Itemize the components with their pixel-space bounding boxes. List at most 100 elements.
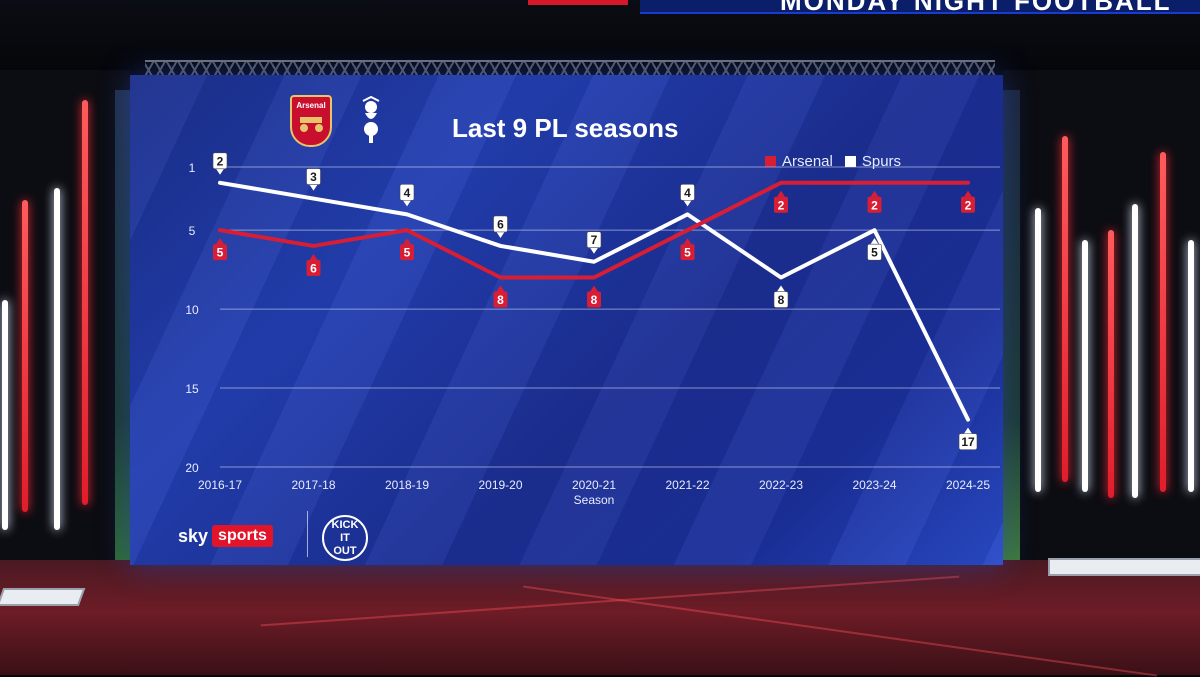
series-line-spurs [218,180,970,422]
data-label-pointer-arsenal [683,238,692,245]
data-label-spurs: 6 [497,217,504,231]
data-label-box-spurs [306,168,321,185]
data-label-arsenal: 6 [310,261,317,275]
data-label-pointer-spurs [964,427,972,434]
data-label-box-arsenal [587,291,601,308]
data-label-pointer-arsenal [496,285,505,292]
legend-label-arsenal: Arsenal [782,153,833,170]
y-tick-label: 20 [185,461,199,475]
light-bar-red [1160,152,1166,492]
light-bar-white [54,188,60,530]
light-bar-white [1082,240,1088,492]
x-tick-label: 2020-21 [572,478,616,492]
sports-logo-word: sports [212,525,273,547]
data-label-box-arsenal [961,196,975,213]
data-label-spurs: 17 [961,435,975,449]
data-label-pointer-spurs [216,168,224,175]
y-tick-label: 15 [185,382,199,396]
data-label-pointer-spurs [590,247,598,254]
legend-item-spurs: Spurs [844,153,902,170]
data-label-box-arsenal [680,244,695,261]
sky-logo-word: sky [178,525,209,546]
legend-swatch-spurs [844,156,856,167]
legend-item-arsenal: Arsenal [765,153,833,170]
data-label-pointer-spurs [496,231,505,238]
data-label-arsenal: 5 [217,246,224,260]
data-label-box-arsenal [213,244,227,261]
data-label-pointer-arsenal [777,190,785,197]
data-label-pointer-arsenal [590,285,598,292]
studio-wall-right [1003,70,1200,570]
video-wall-screen: Arsenal Last 9 PL seasons Arsenal Spurs … [130,75,1003,565]
data-label-pointer-arsenal [216,238,224,245]
x-tick-label: 2021-22 [665,478,709,492]
data-label-pointer-arsenal [309,253,318,260]
studio-floor [0,560,1200,675]
kick-it-out-line: KICK [331,519,359,531]
data-label-pointer-spurs [403,200,411,207]
data-label-box-arsenal [774,196,788,213]
data-label-pointer-spurs [870,238,879,245]
data-label-arsenal: 2 [871,198,878,212]
data-label-spurs: 7 [591,233,598,247]
data-label-arsenal: 2 [965,198,972,212]
data-label-pointer-arsenal [964,190,972,197]
x-axis-label: Season [574,493,615,507]
data-label-box-spurs [586,231,602,249]
ticker-red-strip [528,0,628,5]
x-tick-label: 2023-24 [852,478,896,492]
data-label-pointer-spurs [683,200,692,207]
chart-legend: Arsenal Spurs [765,153,901,170]
light-bar-red [22,200,28,512]
data-label-spurs: 5 [871,246,878,260]
data-label-spurs: 8 [778,293,785,307]
data-label-spurs: 4 [404,186,411,200]
x-tick-label: 2016-17 [198,478,242,492]
light-bar-white [1132,204,1138,498]
studio-wall-left [0,70,130,570]
data-label-spurs: 2 [217,154,224,168]
data-label-pointer-spurs [777,285,785,292]
data-label-arsenal: 8 [591,293,598,307]
data-label-spurs: 4 [684,186,691,200]
ticker-text: MONDAY NIGHT FOOTBALL [780,0,1172,12]
data-label-spurs: 3 [310,170,317,184]
y-tick-label: 10 [185,303,199,317]
data-label-box-arsenal [400,244,414,261]
studio-desk-right [1048,558,1200,576]
logo-divider [307,511,308,557]
legend-label-spurs: Spurs [861,153,902,170]
x-tick-label: 2017-18 [291,478,335,492]
light-bar-white [1188,240,1194,492]
data-label-pointer-arsenal [403,238,411,245]
data-label-pointer-spurs [309,184,318,191]
data-label-box-spurs [493,215,508,233]
light-bar-red [82,100,88,505]
light-bar-red [1108,230,1114,498]
data-label-box-spurs [773,291,789,308]
data-label-box-spurs [399,184,415,201]
kick-it-out-logo: KICK IT OUT [322,515,368,561]
data-label-arsenal: 8 [497,293,504,307]
spurs-cockerel-icon [362,95,380,143]
x-tick-label: 2024-25 [946,478,990,492]
light-bar-white [2,300,8,530]
chart-title: Last 9 PL seasons [452,113,679,143]
light-bar-red [1062,136,1068,482]
studio-desk-left [0,588,86,606]
data-label-arsenal: 5 [404,246,411,260]
data-label-arsenal: 2 [778,198,785,212]
broadcast-ticker: MONDAY NIGHT FOOTBALL [640,0,1200,14]
data-label-box-spurs [212,152,228,170]
kick-it-out-line: OUT [333,545,357,557]
light-bar-white [1035,208,1041,492]
x-tick-label: 2018-19 [385,478,429,492]
data-label-box-arsenal [867,196,882,213]
y-tick-label: 5 [189,224,196,238]
data-label-box-spurs [867,243,882,261]
data-label-arsenal: 5 [684,246,691,260]
arsenal-crest-icon: Arsenal [290,95,332,147]
y-tick-label: 1 [189,161,196,175]
kick-it-out-line: IT [340,532,350,544]
data-label-pointer-arsenal [870,190,879,197]
